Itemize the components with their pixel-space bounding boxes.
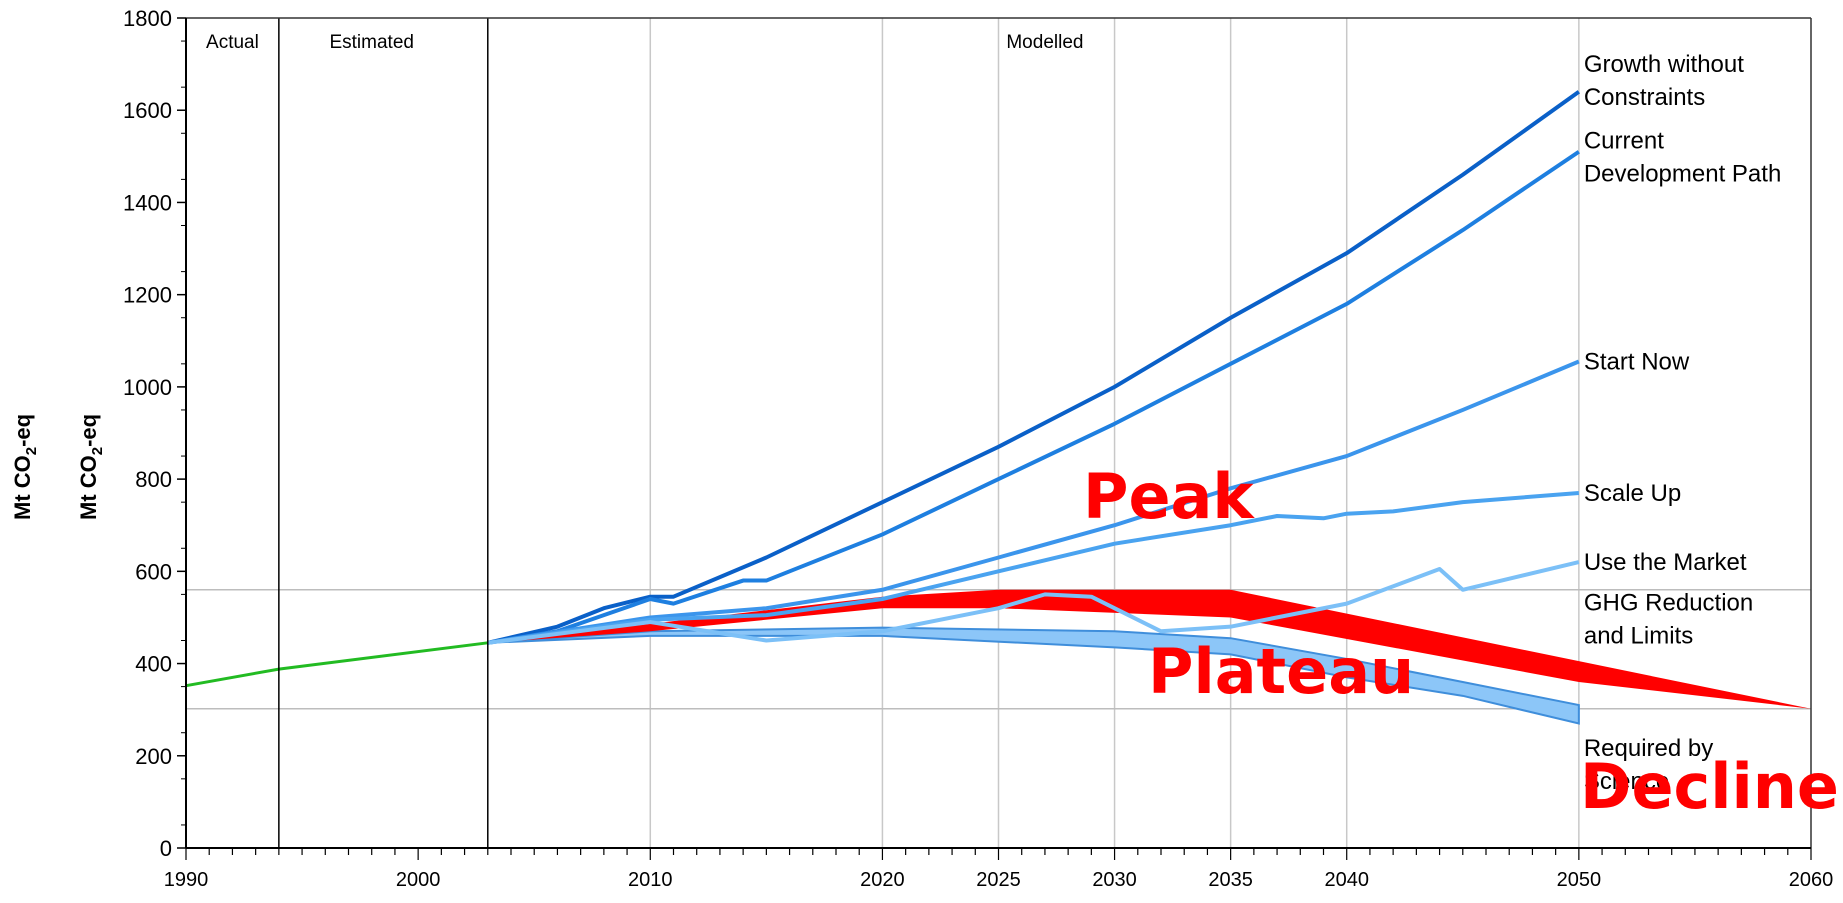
region-label-actual: Actual xyxy=(206,32,259,53)
historical-line xyxy=(185,641,488,688)
ghg-label-line-0: GHG Reduction xyxy=(1584,590,1753,617)
required-by-science-band xyxy=(487,626,1580,725)
y-tick-label-1200: 1200 xyxy=(123,283,172,308)
y-tick-label-600: 600 xyxy=(135,559,172,584)
series-line-3 xyxy=(487,490,1580,645)
ghg-reduction-band xyxy=(487,589,1812,709)
region-label-modelled: Modelled xyxy=(1006,32,1083,53)
x-tick-label-2020: 2020 xyxy=(860,869,905,891)
scale-up-label-line-0: Scale Up xyxy=(1584,480,1681,507)
phase-annotations: Peak Plateau Decline xyxy=(1083,460,1839,823)
x-tick-label-2025: 2025 xyxy=(976,869,1021,891)
series-line-0 xyxy=(487,90,1581,645)
growth-label-line-1: Constraints xyxy=(1584,84,1705,111)
y-tick-label-400: 400 xyxy=(135,652,172,677)
y-tick-label-200: 200 xyxy=(135,744,172,769)
x-tick-label-2035: 2035 xyxy=(1208,869,1253,891)
use-the-market-label-line-0: Use the Market xyxy=(1584,549,1747,576)
y-tick-label-1800: 1800 xyxy=(123,6,172,31)
current-label-line-0: Current xyxy=(1584,127,1664,154)
y-tick-label-1600: 1600 xyxy=(123,98,172,123)
x-tick-label-2010: 2010 xyxy=(628,869,673,891)
grid-lines xyxy=(186,18,1811,848)
axes: 0 200 400 600 800 1000 1200 1400 1600 1800 1990 200… xyxy=(123,6,1833,891)
series-line-4 xyxy=(487,560,1580,645)
start-now-label-line-0: Start Now xyxy=(1584,349,1690,376)
x-tick-label-2000: 2000 xyxy=(396,869,441,891)
x-tick-label-2050: 2050 xyxy=(1557,869,1602,891)
y-axis-label-outer: Mt CO2-eq xyxy=(10,414,40,520)
required-by-science-label-line-0: Required by xyxy=(1584,735,1713,762)
series-line-1 xyxy=(487,150,1580,645)
series-lines xyxy=(185,90,1581,688)
region-label-estimated: Estimated xyxy=(329,32,413,53)
series-line-2 xyxy=(487,359,1580,645)
y-tick-label-1400: 1400 xyxy=(123,190,172,215)
y-tick-label-1000: 1000 xyxy=(123,375,172,400)
y-tick-label-800: 800 xyxy=(135,467,172,492)
chart-labels: Actual Estimated Modelled Growth without Con… xyxy=(206,32,1781,795)
plateau-annotation: Plateau xyxy=(1148,635,1414,708)
peak-annotation: Peak xyxy=(1083,460,1255,533)
x-tick-label-1990: 1990 xyxy=(164,869,209,891)
x-tick-label-2060: 2060 xyxy=(1789,869,1834,891)
required-by-science-label-line-1: Science xyxy=(1584,768,1669,795)
y-axis-label-inner: Mt CO2-eq xyxy=(76,414,106,520)
y-tick-label-0: 0 xyxy=(160,836,172,861)
ghg-label-line-1: and Limits xyxy=(1584,623,1693,650)
decline-annotation: Decline xyxy=(1580,750,1839,823)
x-tick-label-2040: 2040 xyxy=(1324,869,1369,891)
current-label-line-1: Development Path xyxy=(1584,160,1781,187)
x-tick-label-2030: 2030 xyxy=(1092,869,1137,891)
growth-label-line-0: Growth without xyxy=(1584,51,1744,78)
bands xyxy=(487,589,1812,725)
